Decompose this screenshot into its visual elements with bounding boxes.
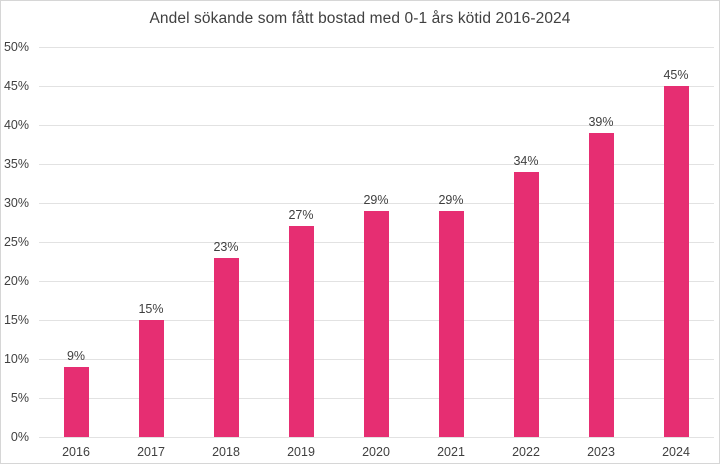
x-tick-label: 2016 — [62, 445, 90, 459]
bar-2017 — [139, 320, 164, 437]
bar-value-label: 34% — [513, 154, 539, 168]
y-tick-label: 0% — [10, 430, 29, 444]
x-tick-label: 2023 — [587, 445, 615, 459]
y-tick-label: 30% — [3, 196, 29, 210]
bar-2024 — [664, 86, 689, 437]
bar-value-label: 29% — [438, 193, 464, 207]
x-tick-label: 2021 — [437, 445, 465, 459]
bar-value-label: 29% — [363, 193, 389, 207]
bar-value-label: 39% — [588, 115, 614, 129]
gridline — [38, 47, 714, 48]
chart-title: Andel sökande som fått bostad med 0-1 år… — [149, 10, 571, 27]
y-tick-label: 40% — [3, 118, 29, 132]
y-tick-label: 20% — [3, 274, 29, 288]
bar-2016 — [64, 367, 89, 437]
y-tick-label: 25% — [3, 235, 29, 249]
x-tick-label: 2019 — [287, 445, 315, 459]
x-tick-label: 2018 — [212, 445, 240, 459]
x-tick-label: 2022 — [512, 445, 540, 459]
bar-value-label: 45% — [663, 68, 689, 82]
bar-2020 — [364, 211, 389, 437]
y-tick-label: 35% — [3, 157, 29, 171]
x-tick-label: 2020 — [362, 445, 390, 459]
y-tick-label: 15% — [3, 313, 29, 327]
bar-value-label: 9% — [66, 349, 86, 363]
x-tick-label: 2017 — [137, 445, 165, 459]
bar-2022 — [514, 172, 539, 437]
y-tick-label: 45% — [3, 79, 29, 93]
y-tick-label: 10% — [3, 352, 29, 366]
gridline — [38, 203, 714, 204]
y-tick-label: 5% — [10, 391, 29, 405]
bar-value-label: 15% — [138, 302, 164, 316]
bar-2021 — [439, 211, 464, 437]
gridline — [38, 164, 714, 165]
gridline — [38, 86, 714, 87]
bar-value-label: 23% — [213, 240, 239, 254]
gridline — [38, 437, 714, 438]
bar-2018 — [214, 258, 239, 437]
bar-2019 — [289, 226, 314, 437]
bar-value-label: 27% — [288, 208, 314, 222]
gridline — [38, 125, 714, 126]
bar-2023 — [589, 133, 614, 437]
y-tick-label: 50% — [3, 40, 29, 54]
x-tick-label: 2024 — [662, 445, 690, 459]
